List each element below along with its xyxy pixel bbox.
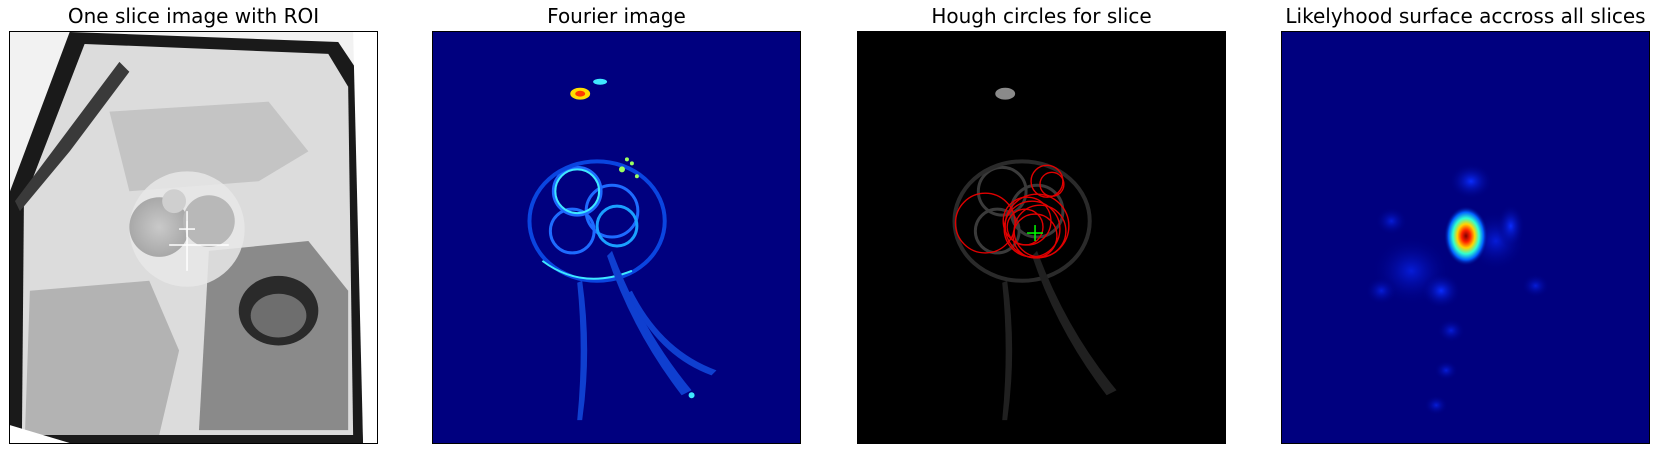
panel-title-slice: One slice image with ROI <box>67 4 320 28</box>
likelihood-heatmap <box>1281 31 1650 444</box>
hough-circles-image <box>857 31 1226 444</box>
panel-title-likelihood: Likelyhood surface accross all slices <box>1285 4 1646 28</box>
roi-center-marker <box>179 221 195 238</box>
fourier-image <box>432 31 801 444</box>
mri-slice-image <box>9 31 378 444</box>
hough-center-marker <box>1027 225 1043 241</box>
panel-title-hough: Hough circles for slice <box>931 4 1152 28</box>
panel-title-fourier: Fourier image <box>547 4 686 28</box>
